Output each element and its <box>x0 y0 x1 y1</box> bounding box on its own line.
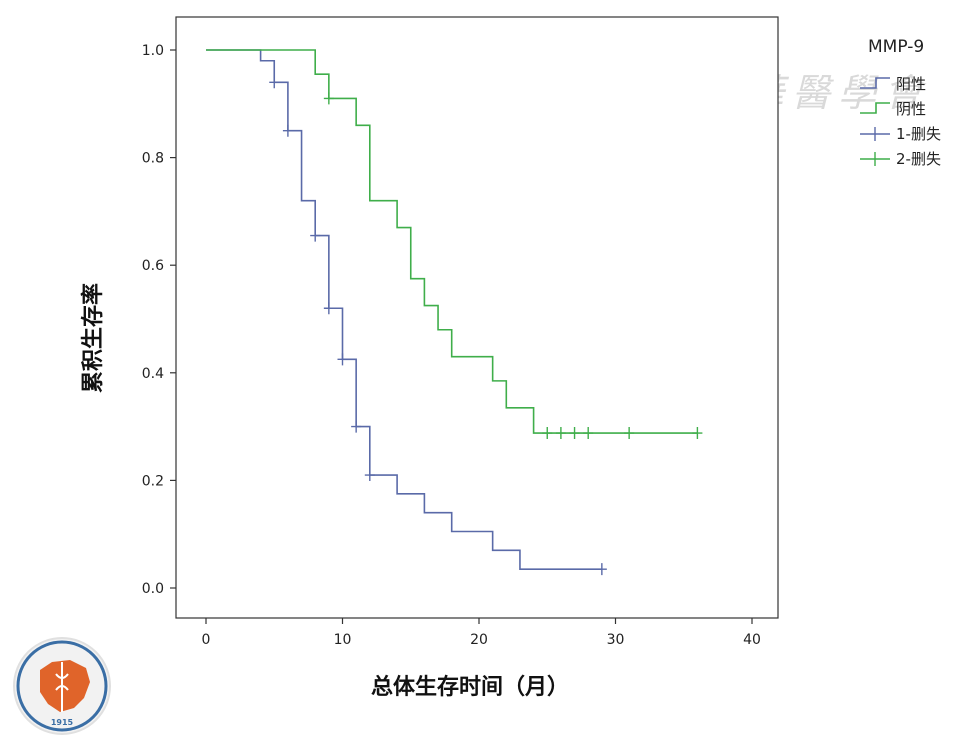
x-axis: 0 10 20 30 40 <box>202 618 761 648</box>
censor-mark-2 <box>624 427 635 440</box>
legend-swatch <box>860 152 890 166</box>
association-seal-logo: 1915 <box>13 637 111 735</box>
y-tick-label: 0.6 <box>142 258 164 274</box>
legend-label: 1-删失 <box>896 125 941 143</box>
censor-mark-2 <box>692 427 703 440</box>
censor-mark-2 <box>569 427 580 440</box>
x-tick-label: 10 <box>334 632 352 648</box>
censor-mark-1 <box>310 229 321 242</box>
plot-area <box>175 16 779 619</box>
x-tick-label: 0 <box>202 632 211 648</box>
x-axis-title: 总体生存时间（月） <box>371 674 569 700</box>
y-tick-label: 0.4 <box>142 366 164 382</box>
legend-swatch <box>860 77 890 89</box>
series-layer <box>206 49 703 576</box>
censor-mark-1 <box>364 469 375 482</box>
x-tick-label: 40 <box>743 632 761 648</box>
censor-mark-1 <box>323 302 334 315</box>
legend-label: 阳性 <box>896 75 926 93</box>
censor-mark-2 <box>555 427 566 440</box>
censor-mark-1 <box>269 76 280 89</box>
y-tick-label: 1.0 <box>142 43 164 59</box>
y-tick-label: 0.8 <box>142 151 164 167</box>
y-tick-label: 0.0 <box>142 581 164 597</box>
y-axis-title: 累积生存率 <box>80 283 106 393</box>
y-tick-label: 0.2 <box>142 473 164 489</box>
x-tick-label: 20 <box>470 632 488 648</box>
censor-mark-2 <box>542 427 553 440</box>
censor-mark-1 <box>337 353 348 366</box>
censor-mark-2 <box>583 427 594 440</box>
censor-mark-1 <box>282 124 293 137</box>
legend-label: 阴性 <box>896 100 926 118</box>
y-axis: 0.0 0.2 0.4 0.6 0.8 1.0 <box>142 43 176 597</box>
censor-mark-1 <box>351 420 362 433</box>
legend-label: 2-删失 <box>896 150 941 168</box>
x-tick-label: 30 <box>607 632 625 648</box>
legend-swatch <box>860 127 890 141</box>
censor-mark-1 <box>596 563 607 576</box>
series-line-1 <box>206 49 602 570</box>
legend-swatch <box>860 102 890 114</box>
seal-year: 1915 <box>51 718 74 727</box>
censor-mark-2 <box>323 92 334 105</box>
legend-title: MMP-9 <box>868 37 924 57</box>
